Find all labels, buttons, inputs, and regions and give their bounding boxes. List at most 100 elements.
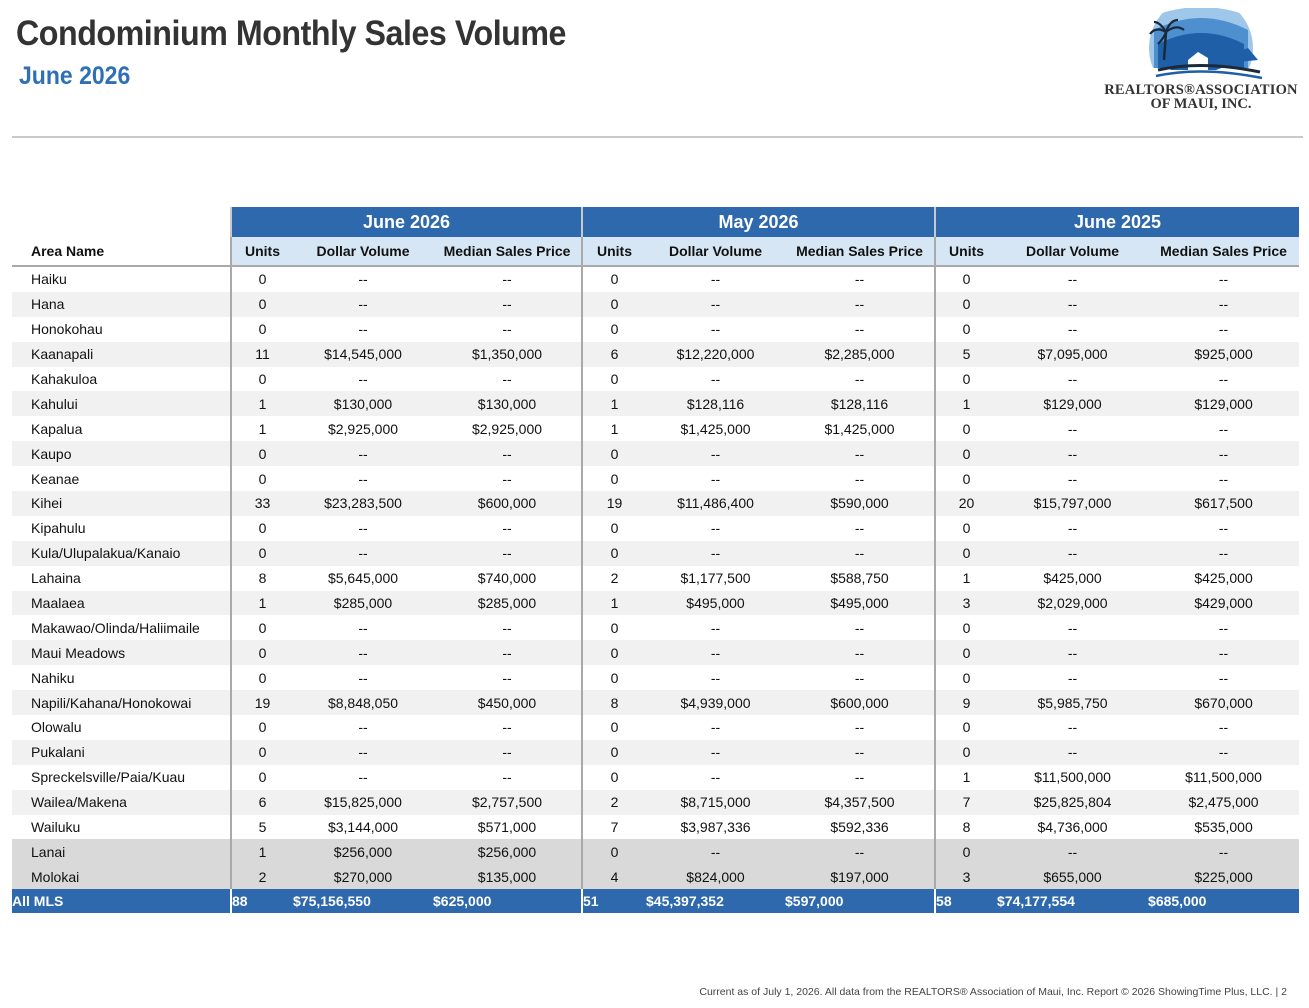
total-row: All MLS 88 $75,156,550 $625,000 51 $45,3… bbox=[12, 889, 1300, 914]
table-cell: 0 bbox=[230, 441, 293, 467]
table-cell: $7,095,000 bbox=[997, 341, 1149, 367]
table-cell: 0 bbox=[581, 764, 646, 790]
area-name-cell: Wailea/Makena bbox=[12, 789, 231, 815]
table-cell: -- bbox=[785, 640, 936, 666]
association-logo: REALTORS®ASSOCIATION OF MAUI, INC. bbox=[1098, 7, 1304, 118]
table-cell: $655,000 bbox=[997, 864, 1149, 890]
column-header-row: Area Name Units Dollar Volume Median Sal… bbox=[12, 237, 1300, 267]
table-cell: 3 bbox=[934, 590, 998, 616]
table-cell: 0 bbox=[581, 266, 646, 292]
page-title: Condominium Monthly Sales Volume bbox=[16, 14, 567, 53]
area-name-cell: Keanae bbox=[31, 470, 80, 487]
table-cell: 0 bbox=[230, 764, 293, 790]
table-cell: $75,156,550 bbox=[293, 889, 433, 914]
table-cell: $588,750 bbox=[830, 570, 889, 587]
period-header: May 2026 bbox=[580, 207, 936, 237]
table-cell: -- bbox=[433, 291, 582, 317]
table-cell: -- bbox=[710, 669, 721, 686]
table-cell: $128,116 bbox=[785, 391, 936, 417]
table-row: Kahului 1 $130,000 $130,000 1 $128,116 $128,11… bbox=[12, 391, 1300, 417]
table-cell: -- bbox=[785, 441, 936, 467]
table-cell: $4,736,000 bbox=[1037, 819, 1108, 836]
table-cell: -- bbox=[997, 839, 1149, 865]
column-header: Dollar Volume bbox=[997, 237, 1149, 267]
table-cell: -- bbox=[358, 669, 368, 686]
table-row: Kaupo 0 -- -- 0 -- -- 0 -- -- bbox=[12, 441, 1300, 467]
table-row: Lanai 1 $256,000 $256,000 0 -- -- 0 -- -- bbox=[12, 839, 1300, 865]
table-cell: $592,336 bbox=[830, 819, 889, 836]
table-cell: 0 bbox=[581, 839, 646, 865]
table-row: Nahiku 0 -- -- 0 -- -- 0 -- -- bbox=[12, 665, 1299, 691]
table-row: Keanae 0 -- -- 0 -- -- 0 -- -- bbox=[12, 466, 1299, 492]
table-cell: 1 bbox=[581, 391, 646, 417]
table-cell: $129,000 bbox=[997, 391, 1149, 417]
area-name-cell: Molokai bbox=[12, 864, 231, 890]
table-cell: $450,000 bbox=[433, 690, 582, 716]
column-header: Median Sales Price bbox=[1148, 237, 1300, 267]
header-divider bbox=[12, 136, 1303, 138]
table-cell: $535,000 bbox=[1194, 819, 1253, 836]
table-cell: 0 bbox=[934, 466, 998, 492]
table-cell: $197,000 bbox=[785, 864, 936, 890]
table-cell: 0 bbox=[934, 441, 998, 467]
table-cell: 1 bbox=[230, 416, 293, 442]
area-name-cell: Haiku bbox=[31, 271, 67, 288]
table-row: Wailea/Makena 6 $15,825,000 $2,757,500 2 $8,7… bbox=[12, 789, 1300, 815]
table-cell: -- bbox=[1148, 739, 1300, 765]
table-cell: -- bbox=[502, 271, 512, 288]
table-cell: 0 bbox=[581, 291, 646, 317]
table-cell: 0 bbox=[934, 316, 998, 342]
table-cell: -- bbox=[293, 739, 433, 765]
table-cell: $429,000 bbox=[1148, 590, 1300, 616]
table-row: Kihei 33 $23,283,500 $600,000 19 $11,486,400 $… bbox=[12, 491, 1300, 516]
table-cell: -- bbox=[785, 540, 936, 566]
table-cell: 0 bbox=[934, 665, 998, 691]
column-header: Dollar Volume bbox=[646, 237, 785, 267]
table-cell: 0 bbox=[581, 715, 646, 740]
table-cell: -- bbox=[785, 739, 936, 765]
table-cell: 5 bbox=[934, 341, 998, 367]
table-cell: $8,715,000 bbox=[646, 789, 785, 815]
area-name-cell: Maalaea bbox=[12, 590, 231, 616]
table-row: Napili/Kahana/Honokowai 19 $8,848,050 $450,… bbox=[12, 690, 1300, 716]
table-cell: -- bbox=[854, 719, 865, 736]
table-cell: $128,116 bbox=[646, 391, 785, 417]
table-cell: $4,939,000 bbox=[646, 690, 785, 716]
area-name-cell: Pukalani bbox=[12, 739, 231, 765]
table-cell: -- bbox=[997, 640, 1149, 666]
column-header: Dollar Volume bbox=[293, 237, 433, 267]
table-cell: $74,177,554 bbox=[997, 889, 1149, 914]
table-cell: -- bbox=[1067, 520, 1078, 537]
table-row: Kapalua 1 $2,925,000 $2,925,000 1 $1,425,000 $… bbox=[12, 416, 1299, 442]
table-cell: 2 bbox=[581, 789, 646, 815]
table-cell: $130,000 bbox=[293, 391, 433, 417]
table-row: Maui Meadows 0 -- -- 0 -- -- 0 -- -- bbox=[12, 640, 1300, 666]
table-cell: $129,000 bbox=[1148, 391, 1300, 417]
table-cell: $597,000 bbox=[785, 889, 936, 914]
area-name-cell: Maui Meadows bbox=[12, 640, 231, 666]
table-cell: $495,000 bbox=[646, 590, 785, 616]
table-cell: $1,177,500 bbox=[680, 570, 751, 587]
table-cell: -- bbox=[710, 271, 721, 288]
table-cell: 1 bbox=[581, 590, 646, 616]
table-cell: -- bbox=[1218, 719, 1229, 736]
area-name-cell: Honokohau bbox=[31, 321, 103, 338]
table-cell: -- bbox=[433, 739, 582, 765]
table-cell: 19 bbox=[581, 491, 646, 516]
area-name-cell: Kaupo bbox=[12, 441, 231, 467]
table-cell: 0 bbox=[581, 441, 646, 467]
table-cell: $285,000 bbox=[433, 590, 582, 616]
table-cell: $2,925,000 bbox=[327, 420, 399, 437]
table-row: Kula/Ulupalakua/Kanaio 0 -- -- 0 -- -- 0 -- -- bbox=[12, 540, 1300, 566]
area-name-cell: Kipahulu bbox=[31, 520, 86, 537]
area-name-cell: Kaanapali bbox=[12, 341, 231, 367]
table-cell: -- bbox=[997, 540, 1149, 566]
table-cell: $25,825,804 bbox=[997, 789, 1149, 815]
period-header-row: June 2026 May 2026 June 2025 bbox=[12, 207, 1300, 237]
table-cell: $571,000 bbox=[477, 819, 537, 836]
table-row: Honokohau 0 -- -- 0 -- -- 0 -- -- bbox=[12, 316, 1299, 342]
table-cell: 4 bbox=[581, 864, 646, 890]
table-cell: $225,000 bbox=[1148, 864, 1300, 890]
table-cell: 11 bbox=[230, 341, 293, 367]
table-cell: -- bbox=[646, 540, 785, 566]
